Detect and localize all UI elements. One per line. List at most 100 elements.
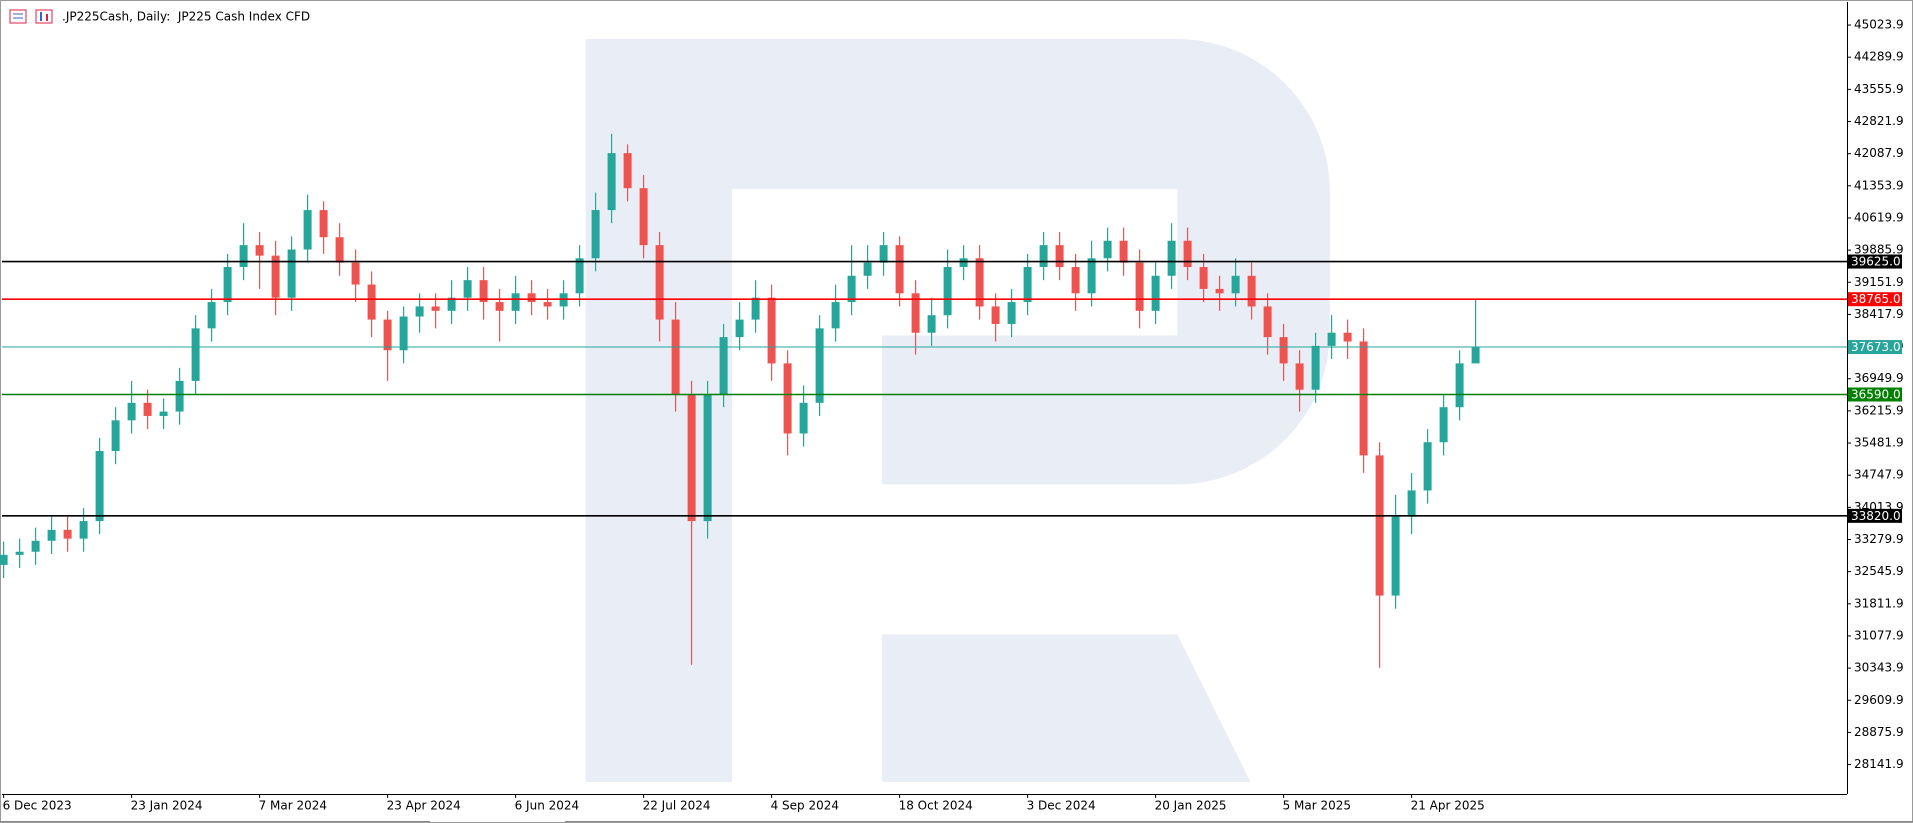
candle-body xyxy=(1007,302,1016,324)
candle-body xyxy=(799,402,808,434)
candle-body xyxy=(655,245,664,320)
candle-body xyxy=(511,293,520,311)
candle-body xyxy=(1279,337,1288,364)
candle-body xyxy=(703,394,712,522)
candle-body xyxy=(175,380,184,412)
candle-body xyxy=(239,245,248,268)
candle-body xyxy=(127,402,136,421)
candle-body xyxy=(1135,262,1144,311)
candle-body xyxy=(415,306,424,317)
candle-body xyxy=(735,319,744,338)
icon xyxy=(35,9,53,24)
candle-body xyxy=(255,245,264,256)
candle-body xyxy=(1151,275,1160,311)
y-tick-label: 39885.9 xyxy=(1854,243,1904,257)
candle-body xyxy=(975,258,984,307)
watermark xyxy=(585,39,1330,783)
candle-body xyxy=(1407,490,1416,517)
level-label: 36590.0 xyxy=(1851,387,1901,401)
candle-body xyxy=(1359,341,1368,456)
candle-body xyxy=(431,306,440,311)
candle-body xyxy=(1375,455,1384,596)
candle-body xyxy=(991,306,1000,324)
candle-body xyxy=(463,280,472,298)
x-tick-label: 20 Jan 2025 xyxy=(1155,799,1227,813)
candle-body xyxy=(1311,345,1320,390)
y-tick-label: 35481.9 xyxy=(1854,436,1904,450)
candle-body xyxy=(335,237,344,263)
candle-body xyxy=(751,297,760,320)
y-tick-label: 36949.9 xyxy=(1854,371,1904,385)
candle-body xyxy=(143,402,152,416)
candle-body xyxy=(623,153,632,189)
candle-body xyxy=(1183,240,1192,268)
candle-body xyxy=(1327,332,1336,346)
candle-body xyxy=(1119,240,1128,263)
y-tick-label: 31811.9 xyxy=(1854,596,1904,610)
candle-body xyxy=(15,551,24,555)
candle-body xyxy=(1343,332,1352,342)
y-tick-label: 42087.9 xyxy=(1854,146,1904,160)
y-tick-label: 42821.9 xyxy=(1854,114,1904,128)
y-tick-label: 32545.9 xyxy=(1854,564,1904,578)
candle-body xyxy=(0,554,8,565)
candle-body xyxy=(1455,363,1464,408)
x-tick-label: 22 Jul 2024 xyxy=(643,799,711,813)
level-badge xyxy=(1848,254,1902,269)
candle-body xyxy=(895,245,904,294)
candle-body xyxy=(207,302,216,329)
level-label: 39625.0 xyxy=(1851,255,1901,269)
y-tick-label: 38417.9 xyxy=(1854,307,1904,321)
candle-body xyxy=(495,302,504,311)
candle-body xyxy=(687,394,696,522)
candle-body xyxy=(943,267,952,316)
candle-body xyxy=(847,275,856,303)
candle-body xyxy=(1167,240,1176,276)
candle-body xyxy=(1391,516,1400,596)
candle-body xyxy=(47,529,56,541)
y-tick-label: 40619.9 xyxy=(1854,210,1904,224)
y-tick-label: 36215.9 xyxy=(1854,403,1904,417)
level-label: 38765.0 xyxy=(1851,292,1901,306)
candle-body xyxy=(1087,258,1096,294)
candle-body xyxy=(1023,267,1032,303)
candle-body xyxy=(1263,306,1272,338)
candle-body xyxy=(383,319,392,351)
candle-body xyxy=(223,267,232,303)
x-tick-label: 4 Sep 2024 xyxy=(771,799,839,813)
candle-body xyxy=(527,293,536,303)
candle-body xyxy=(271,255,280,298)
x-tick-label: 3 Dec 2024 xyxy=(1027,799,1096,813)
level-badge xyxy=(1848,508,1902,523)
candle-body xyxy=(159,411,168,416)
y-tick-label: 39151.9 xyxy=(1854,275,1904,289)
y-tick-label: 28875.9 xyxy=(1854,725,1904,739)
candle-body xyxy=(319,210,328,238)
candle-body xyxy=(1471,347,1480,364)
level-label: 37673.0 xyxy=(1851,340,1901,354)
candle-body xyxy=(671,319,680,395)
candle-body xyxy=(1295,363,1304,390)
y-tick-label: 45023.9 xyxy=(1854,18,1904,32)
candle-body xyxy=(719,337,728,395)
chart-title: .JP225Cash, Daily: JP225 Cash Index CFD xyxy=(62,10,310,24)
candle-body xyxy=(351,262,360,285)
candle-body xyxy=(303,210,312,250)
level-badge xyxy=(1848,340,1902,355)
level-badge xyxy=(1848,387,1902,402)
candle-body xyxy=(1103,240,1112,259)
x-tick-label: 6 Dec 2023 xyxy=(3,799,72,813)
toolbar-icons xyxy=(9,9,53,24)
x-tick-label: 6 Jun 2024 xyxy=(515,799,580,813)
candle-body xyxy=(783,363,792,434)
candle-body xyxy=(191,328,200,381)
candle-body xyxy=(879,245,888,263)
candle-body xyxy=(815,328,824,403)
candle-body xyxy=(447,297,456,311)
x-tick-label: 7 Mar 2024 xyxy=(259,799,327,813)
candle-body xyxy=(911,293,920,333)
x-tick-label: 5 Mar 2025 xyxy=(1283,799,1351,813)
candle-body xyxy=(479,280,488,303)
candle-body xyxy=(1039,245,1048,268)
level-label: 33820.0 xyxy=(1851,509,1901,523)
